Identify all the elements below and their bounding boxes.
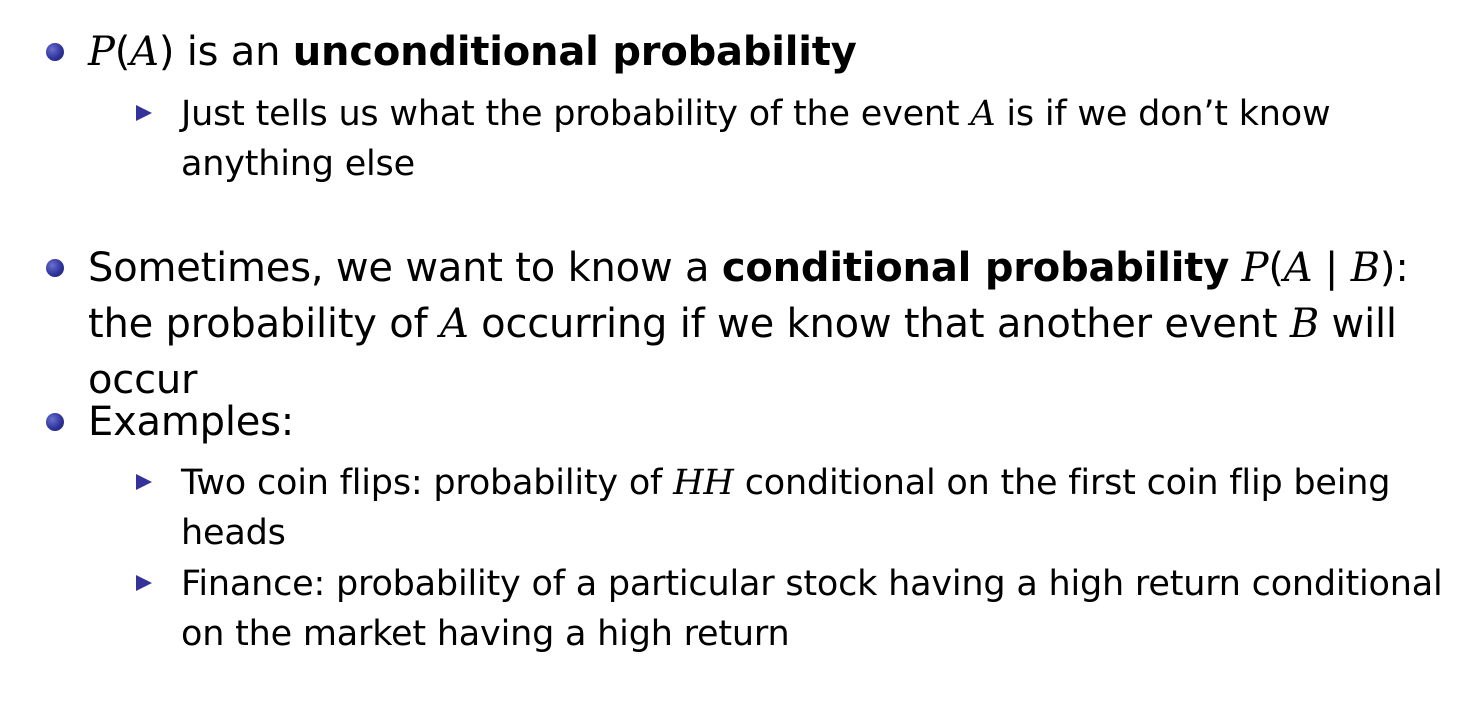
- bullet-conditional: Sometimes, we want to know a conditional…: [46, 240, 1448, 408]
- text-examples: Examples:: [88, 399, 295, 445]
- math-a: A: [970, 94, 996, 134]
- sub-bullet-finance: Finance: probability of a particular sto…: [136, 559, 1447, 659]
- math-p: P: [88, 29, 115, 75]
- text-occurring: occurring if we know that another event: [468, 301, 1290, 347]
- bullet-unconditional: P(A) is an unconditional probability: [46, 24, 1448, 80]
- math-a: A: [1283, 245, 1313, 291]
- bullet-dot-icon: [46, 43, 64, 61]
- triangle-bullet-icon: [136, 105, 152, 121]
- math-bar: |: [1312, 245, 1351, 291]
- math-hh: HH: [673, 463, 734, 503]
- sub-bullet-coin-flips: Two coin flips: probability of HH condit…: [136, 458, 1447, 558]
- sub-bullet-unconditional-explain: Just tells us what the probability of th…: [136, 89, 1447, 189]
- triangle-bullet-icon: [136, 575, 152, 591]
- bullet-dot-icon: [46, 259, 64, 277]
- math-p: P: [1241, 245, 1269, 291]
- sub-text-pre: Just tells us what the probability of th…: [181, 94, 971, 134]
- sub-text-pre: Two coin flips: probability of: [181, 463, 674, 503]
- sub-text-post: conditional on the first coin flip being…: [181, 463, 1391, 553]
- bold-unconditional-probability: unconditional probability: [292, 29, 857, 75]
- bullet-examples: Examples:: [46, 394, 1448, 450]
- bullet-dot-icon: [46, 413, 64, 431]
- sub-text-post: is if we don’t know anything else: [181, 94, 1331, 184]
- math-a: A: [130, 29, 159, 75]
- text-sometimes: Sometimes, we want to know a: [88, 245, 722, 291]
- bold-conditional-probability: conditional probability: [721, 245, 1230, 291]
- math-b: B: [1350, 245, 1380, 291]
- triangle-bullet-icon: [136, 474, 152, 490]
- sub-text: Finance: probability of a particular sto…: [181, 564, 1443, 654]
- math-b: B: [1289, 301, 1320, 347]
- text-the-probability-of: : the probability of: [88, 245, 1409, 347]
- text-will-occur: will occur: [88, 301, 1397, 403]
- text-is-an: is an: [174, 29, 293, 75]
- math-a: A: [439, 301, 469, 347]
